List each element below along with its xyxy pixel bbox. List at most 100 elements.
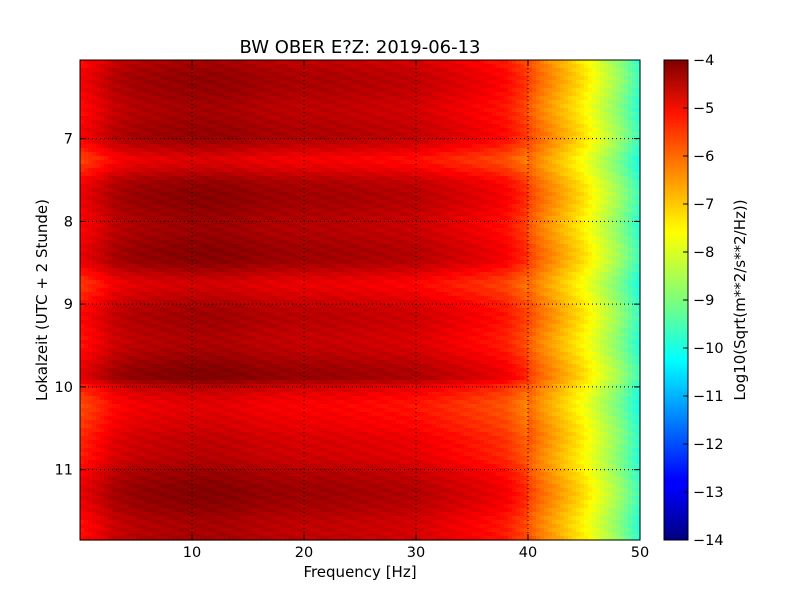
heatmap-cell	[496, 156, 501, 161]
heatmap-cell	[256, 92, 261, 97]
heatmap-cell	[512, 156, 517, 161]
heatmap-cell	[220, 76, 225, 81]
heatmap-cell	[460, 196, 465, 201]
heatmap-cell	[176, 100, 181, 105]
heatmap-cell	[608, 76, 613, 81]
heatmap-cell	[288, 128, 293, 133]
heatmap-cell	[324, 200, 329, 205]
heatmap-cell	[256, 164, 261, 169]
heatmap-cell	[620, 76, 625, 81]
heatmap-cell	[376, 192, 381, 197]
heatmap-cell	[484, 64, 489, 69]
heatmap-cell	[536, 156, 541, 161]
heatmap-cell	[412, 136, 417, 141]
heatmap-cell	[404, 140, 409, 145]
heatmap-cell	[268, 72, 273, 77]
heatmap-cell	[336, 168, 341, 173]
heatmap-cell	[316, 176, 321, 181]
heatmap-cell	[600, 116, 605, 121]
heatmap-cell	[520, 88, 525, 93]
heatmap-cell	[208, 88, 213, 93]
heatmap-cell	[452, 88, 457, 93]
heatmap-cell	[384, 112, 389, 117]
heatmap-cell	[196, 92, 201, 97]
heatmap-cell	[140, 120, 145, 125]
heatmap-cell	[136, 168, 141, 173]
heatmap-cell	[80, 80, 85, 85]
heatmap-cell	[180, 124, 185, 129]
heatmap-cell	[392, 136, 397, 141]
heatmap-cell	[256, 184, 261, 189]
heatmap-cell	[148, 84, 153, 89]
heatmap-cell	[596, 184, 601, 189]
heatmap-cell	[532, 192, 537, 197]
heatmap-cell	[252, 156, 257, 161]
heatmap-cell	[144, 92, 149, 97]
heatmap-cell	[464, 172, 469, 177]
heatmap-cell	[244, 64, 249, 69]
heatmap-cell	[396, 76, 401, 81]
heatmap-cell	[140, 160, 145, 165]
heatmap-cell	[596, 116, 601, 121]
heatmap-cell	[436, 172, 441, 177]
heatmap-cell	[256, 80, 261, 85]
heatmap-cell	[436, 112, 441, 117]
heatmap-cell	[548, 192, 553, 197]
heatmap-cell	[92, 176, 97, 181]
heatmap-cell	[412, 132, 417, 137]
heatmap-cell	[152, 136, 157, 141]
heatmap-cell	[348, 60, 353, 65]
heatmap-cell	[360, 92, 365, 97]
heatmap-cell	[208, 184, 213, 189]
heatmap-cell	[228, 60, 233, 65]
heatmap-cell	[176, 148, 181, 153]
heatmap-cell	[368, 172, 373, 177]
heatmap-cell	[512, 108, 517, 113]
heatmap-cell	[480, 128, 485, 133]
heatmap-cell	[456, 80, 461, 85]
heatmap-cell	[516, 132, 521, 137]
heatmap-cell	[468, 172, 473, 177]
heatmap-cell	[224, 128, 229, 133]
heatmap-cell	[628, 116, 633, 121]
heatmap-cell	[516, 96, 521, 101]
heatmap-cell	[564, 160, 569, 165]
heatmap-cell	[268, 120, 273, 125]
heatmap-cell	[224, 188, 229, 193]
heatmap-cell	[132, 108, 137, 113]
heatmap-cell	[140, 116, 145, 121]
heatmap-cell	[224, 132, 229, 137]
heatmap-cell	[548, 172, 553, 177]
heatmap-cell	[480, 160, 485, 165]
heatmap-cell	[288, 64, 293, 69]
heatmap-cell	[100, 108, 105, 113]
heatmap-cell	[556, 96, 561, 101]
heatmap-cell	[132, 176, 137, 181]
heatmap-cell	[304, 68, 309, 73]
heatmap-cell	[412, 188, 417, 193]
heatmap-cell	[224, 108, 229, 113]
heatmap-cell	[252, 168, 257, 173]
heatmap-cell	[484, 168, 489, 173]
heatmap-cell	[92, 76, 97, 81]
heatmap-cell	[440, 192, 445, 197]
heatmap-cell	[576, 104, 581, 109]
heatmap-cell	[196, 84, 201, 89]
heatmap-cell	[448, 88, 453, 93]
heatmap-cell	[152, 88, 157, 93]
heatmap-cell	[224, 156, 229, 161]
heatmap-cell	[144, 180, 149, 185]
heatmap-cell	[156, 104, 161, 109]
heatmap-cell	[112, 124, 117, 129]
heatmap-cell	[156, 144, 161, 149]
heatmap-cell	[372, 148, 377, 153]
heatmap-cell	[520, 144, 525, 149]
heatmap-cell	[176, 64, 181, 69]
heatmap-cell	[504, 120, 509, 125]
heatmap-cell	[444, 156, 449, 161]
heatmap-cell	[588, 108, 593, 113]
heatmap-cell	[604, 196, 609, 201]
heatmap-cell	[312, 148, 317, 153]
heatmap-cell	[320, 164, 325, 169]
heatmap-cell	[264, 116, 269, 121]
